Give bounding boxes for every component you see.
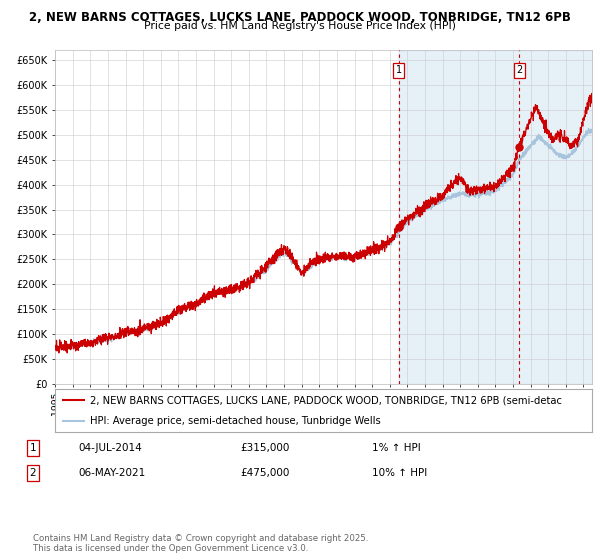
Text: 2: 2 — [29, 468, 37, 478]
Text: 2: 2 — [516, 66, 522, 76]
Text: HPI: Average price, semi-detached house, Tunbridge Wells: HPI: Average price, semi-detached house,… — [90, 417, 381, 426]
Text: 1: 1 — [395, 66, 401, 76]
Text: 10% ↑ HPI: 10% ↑ HPI — [372, 468, 427, 478]
Text: 04-JUL-2014: 04-JUL-2014 — [78, 443, 142, 453]
Text: Price paid vs. HM Land Registry's House Price Index (HPI): Price paid vs. HM Land Registry's House … — [144, 21, 456, 31]
Text: 2, NEW BARNS COTTAGES, LUCKS LANE, PADDOCK WOOD, TONBRIDGE, TN12 6PB: 2, NEW BARNS COTTAGES, LUCKS LANE, PADDO… — [29, 11, 571, 24]
Text: £315,000: £315,000 — [240, 443, 289, 453]
Text: Contains HM Land Registry data © Crown copyright and database right 2025.
This d: Contains HM Land Registry data © Crown c… — [33, 534, 368, 553]
Text: £475,000: £475,000 — [240, 468, 289, 478]
Text: 2, NEW BARNS COTTAGES, LUCKS LANE, PADDOCK WOOD, TONBRIDGE, TN12 6PB (semi-detac: 2, NEW BARNS COTTAGES, LUCKS LANE, PADDO… — [90, 395, 562, 405]
Text: 1% ↑ HPI: 1% ↑ HPI — [372, 443, 421, 453]
Text: 06-MAY-2021: 06-MAY-2021 — [78, 468, 145, 478]
Text: 1: 1 — [29, 443, 37, 453]
